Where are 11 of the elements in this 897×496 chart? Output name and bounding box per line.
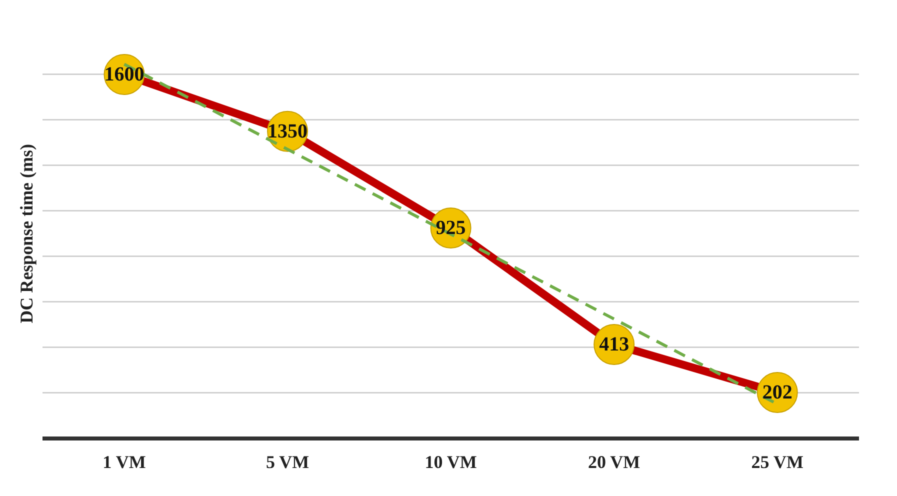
data-label: 1600 xyxy=(104,64,144,86)
x-tick-label: 10 VM xyxy=(424,452,477,472)
y-axis-title: DC Response time (ms) xyxy=(16,144,36,324)
data-label: 413 xyxy=(599,334,630,356)
x-tick-label: 25 VM xyxy=(751,452,804,472)
data-label: 202 xyxy=(762,382,792,404)
data-label: 925 xyxy=(436,217,466,240)
x-tick-label: 5 VM xyxy=(266,452,310,472)
x-tick-label: 20 VM xyxy=(588,452,640,472)
data-label: 1350 xyxy=(268,120,308,143)
x-tick-label: 1 VM xyxy=(102,452,146,472)
